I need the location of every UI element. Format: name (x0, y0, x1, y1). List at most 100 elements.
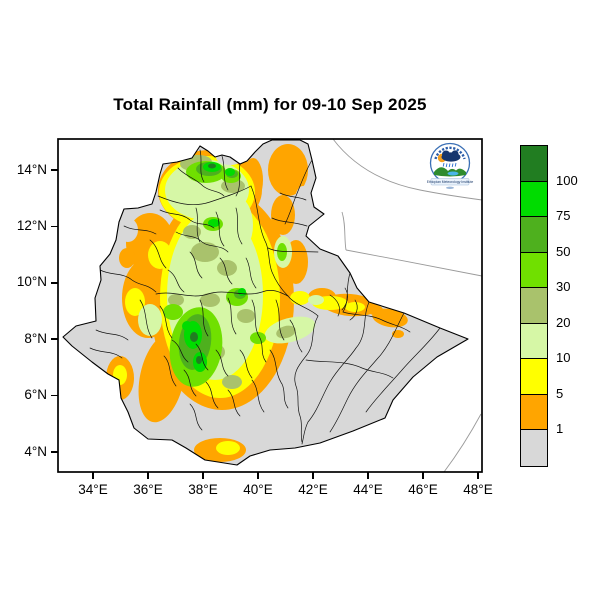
legend-threshold-label: 10 (556, 350, 571, 366)
emi-logo: Ethiopian Meteorology Institute (427, 142, 474, 189)
x-tick-label: 42°E (298, 482, 328, 497)
rain-contour-blob (113, 365, 127, 385)
legend-threshold-label: 5 (556, 385, 564, 401)
legend-band-chartreuse (521, 252, 547, 289)
zone-boundary-line (149, 239, 167, 269)
rain-icon (442, 162, 457, 168)
rain-contour-blob (216, 441, 240, 455)
x-tick-mark (367, 472, 369, 479)
zone-boundary-line (235, 207, 243, 245)
rain-contour-blob (125, 288, 145, 316)
zone-boundary-line (341, 287, 348, 311)
zone-boundary-line (251, 299, 267, 363)
y-tick-mark (51, 338, 58, 340)
zone-boundary-line (139, 299, 153, 339)
rain-contour-blob (200, 293, 220, 307)
rain-contour-blob (345, 302, 365, 312)
zone-boundary-line (294, 315, 319, 443)
zone-boundary-line (279, 192, 307, 201)
zone-boundary-line (305, 359, 394, 379)
rain-contour-blob (208, 219, 220, 227)
y-tick-label: 10°N (16, 274, 47, 290)
zone-boundary-line (195, 207, 201, 243)
y-tick-label: 14°N (16, 161, 47, 177)
legend-band-green (521, 217, 547, 253)
y-tick-mark (51, 451, 58, 453)
rain-contour-blob (102, 412, 122, 436)
rain-contour-blob (290, 291, 310, 305)
zone-boundary-line (167, 269, 185, 293)
zone-boundary-line (342, 311, 411, 333)
zone-boundary-line (284, 159, 313, 225)
x-tick-mark (202, 472, 204, 479)
rain-contour-blob (138, 145, 158, 159)
zone-boundary-line (219, 257, 233, 285)
y-tick-mark (51, 282, 58, 284)
y-tick-label: 12°N (16, 217, 47, 233)
zone-boundary-line (89, 347, 123, 359)
country-border-line (332, 138, 483, 201)
zone-boundary-line (159, 305, 173, 339)
rain-contour-blob (168, 294, 184, 306)
rain-contour-blob (222, 375, 242, 389)
x-tick-mark (477, 472, 479, 479)
country-border-line (341, 211, 347, 251)
rain-contour-blob (392, 330, 404, 338)
zone-boundary-line (329, 312, 405, 433)
zone-boundary-line (245, 257, 257, 289)
legend-threshold-label: 75 (556, 208, 571, 224)
zone-boundary-line (155, 290, 289, 297)
y-tick-label: 8°N (24, 330, 47, 346)
legend-band-dark_green (521, 146, 547, 182)
zone-boundary-line (289, 319, 303, 353)
legend-band-sage (521, 288, 547, 324)
zone-boundary-line (199, 299, 209, 337)
rain-contour-blob (268, 144, 308, 196)
rain-contour-blob (225, 168, 235, 176)
zone-boundary-line (99, 269, 157, 293)
neighbor-borders (332, 138, 483, 473)
zone-boundary-line (250, 185, 289, 297)
rain-contour-blob (191, 242, 219, 262)
zone-boundary-line (329, 294, 340, 317)
x-tick-mark (422, 472, 424, 479)
rain-contour-blob (208, 163, 216, 169)
map-frame (57, 138, 483, 473)
x-tick-mark (147, 472, 149, 479)
zone-boundary-line (251, 379, 265, 413)
cloud-icon (441, 150, 461, 162)
y-tick-label: 4°N (24, 443, 47, 459)
zone-boundary-line (235, 163, 241, 197)
rain-contour-blob (118, 218, 138, 242)
rain-contour-blob (196, 356, 202, 364)
legend-threshold-label: 20 (556, 314, 571, 330)
legend-band-bright_green (521, 181, 547, 218)
rain-contour-blob (250, 332, 266, 344)
x-tick-mark (92, 472, 94, 479)
logo-arc-text (434, 146, 466, 160)
zone-boundary-line (95, 329, 129, 341)
logo-seal-mark (446, 186, 454, 189)
zone-boundary-line (215, 349, 229, 377)
x-tick-label: 46°E (408, 482, 438, 497)
zone-boundary-line (205, 381, 219, 409)
zone-boundary-line (163, 355, 177, 387)
zone-boundary-line (199, 149, 205, 183)
rain-contour-blob (138, 304, 162, 336)
logo-banner-text: Ethiopian Meteorology Institute (427, 180, 474, 184)
rain-contour-blob (183, 225, 201, 239)
zone-boundary-line (365, 327, 441, 413)
zone-boundary-line (195, 343, 209, 371)
legend-band-yellow (521, 359, 547, 395)
zone-boundaries (89, 149, 441, 445)
zone-boundary-line (183, 369, 197, 397)
zone-boundary-line (215, 211, 225, 247)
country-border-line (443, 413, 482, 473)
rain-contour-blob (238, 288, 246, 296)
zone-boundary-line (175, 231, 229, 253)
legend-band-gray (521, 430, 547, 466)
rain-contour-blob (277, 243, 287, 261)
rain-contour-blob (367, 305, 383, 315)
